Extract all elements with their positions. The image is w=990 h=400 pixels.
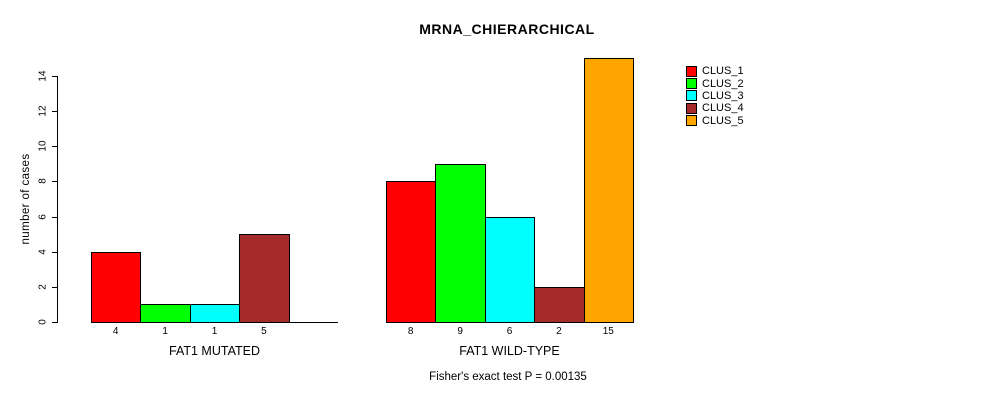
legend-item: CLUS_5 xyxy=(686,115,744,127)
y-tick-label: 8 xyxy=(37,178,49,185)
bar-clus_5 xyxy=(583,58,634,323)
bar-value-label: 1 xyxy=(162,326,168,337)
chart-title: MRNA_CHIERARCHICAL xyxy=(419,21,595,37)
legend-color-swatch xyxy=(686,102,697,114)
legend-item: CLUS_4 xyxy=(686,102,744,114)
legend-color-swatch xyxy=(686,78,697,90)
legend-item: CLUS_1 xyxy=(686,65,744,77)
y-tick-mark xyxy=(52,216,58,218)
legend: CLUS_1 CLUS_2 CLUS_3 CLUS_4 CLUS_5 xyxy=(686,65,744,127)
legend-item-label: CLUS_4 xyxy=(702,102,744,115)
y-tick-label: 4 xyxy=(37,248,49,255)
group-label: FAT1 MUTATED xyxy=(169,344,260,358)
bar-clus_3 xyxy=(484,216,536,323)
legend-item: CLUS_2 xyxy=(686,77,744,90)
legend-item-label: CLUS_5 xyxy=(702,114,744,127)
legend-color-swatch xyxy=(686,90,697,102)
fisher-test-annotation: Fisher's exact test P = 0.00135 xyxy=(429,371,587,383)
bar-clus_2 xyxy=(140,304,191,323)
y-tick-label: 0 xyxy=(37,319,49,325)
legend-item-label: CLUS_1 xyxy=(702,65,744,78)
y-tick-label: 14 xyxy=(37,70,49,82)
bar-value-label: 9 xyxy=(457,326,463,337)
y-tick-mark xyxy=(52,111,58,113)
y-axis-line xyxy=(57,76,58,323)
y-tick-mark xyxy=(52,146,58,148)
y-tick-label: 6 xyxy=(37,213,49,220)
bar-clus_2 xyxy=(435,163,486,323)
bar-value-label: 1 xyxy=(211,326,218,337)
bar-clus_1 xyxy=(91,251,142,323)
bar-value-label: 4 xyxy=(112,326,119,337)
y-tick-mark xyxy=(52,76,58,77)
bar-clus_1 xyxy=(386,181,437,323)
y-tick-label: 12 xyxy=(37,105,49,117)
y-tick-mark xyxy=(52,286,58,288)
legend-item: CLUS_3 xyxy=(686,90,744,102)
legend-item-label: CLUS_2 xyxy=(702,77,744,90)
bar-value-label: 2 xyxy=(556,326,562,337)
y-tick-label: 2 xyxy=(37,284,49,290)
y-tick-mark xyxy=(52,251,58,253)
legend-color-swatch xyxy=(686,115,697,127)
y-tick-mark xyxy=(52,322,58,323)
y-tick-mark xyxy=(52,181,58,183)
bar-value-label: 8 xyxy=(407,326,414,337)
bar-clus_3 xyxy=(189,304,241,323)
legend-item-label: CLUS_3 xyxy=(702,89,744,102)
bar-clus_4 xyxy=(534,286,585,323)
bar-clus_4 xyxy=(239,234,290,323)
bar-value-label: 5 xyxy=(261,326,267,337)
y-axis-title: number of cases xyxy=(20,153,32,245)
y-tick-label: 10 xyxy=(37,140,49,152)
bar-value-label: 15 xyxy=(602,326,614,337)
bar-value-label: 6 xyxy=(506,326,513,337)
legend-color-swatch xyxy=(686,65,697,77)
group-label: FAT1 WILD-TYPE xyxy=(459,344,560,358)
